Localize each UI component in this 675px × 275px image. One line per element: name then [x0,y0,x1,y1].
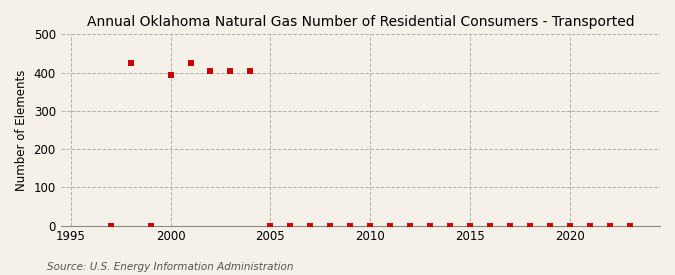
Point [405,224,416,228]
Point [485,224,495,228]
Point [365,224,376,228]
Point [185,61,196,65]
Point [165,72,176,77]
Point [624,224,635,228]
Point [145,224,156,228]
Point [465,224,476,228]
Point [125,61,136,65]
Point [505,224,516,228]
Point [385,224,396,228]
Point [245,68,256,73]
Point [105,224,116,228]
Point [285,224,296,228]
Point [305,224,316,228]
Y-axis label: Number of Elements: Number of Elements [15,69,28,191]
Point [425,224,435,228]
Point [265,224,276,228]
Point [605,224,616,228]
Point [445,224,456,228]
Point [225,68,236,73]
Point [325,224,335,228]
Point [205,69,216,74]
Point [545,224,556,228]
Text: Source: U.S. Energy Information Administration: Source: U.S. Energy Information Administ… [47,262,294,272]
Point [585,224,595,228]
Point [565,224,576,228]
Point [345,224,356,228]
Point [524,224,535,228]
Title: Annual Oklahoma Natural Gas Number of Residential Consumers - Transported: Annual Oklahoma Natural Gas Number of Re… [86,15,634,29]
